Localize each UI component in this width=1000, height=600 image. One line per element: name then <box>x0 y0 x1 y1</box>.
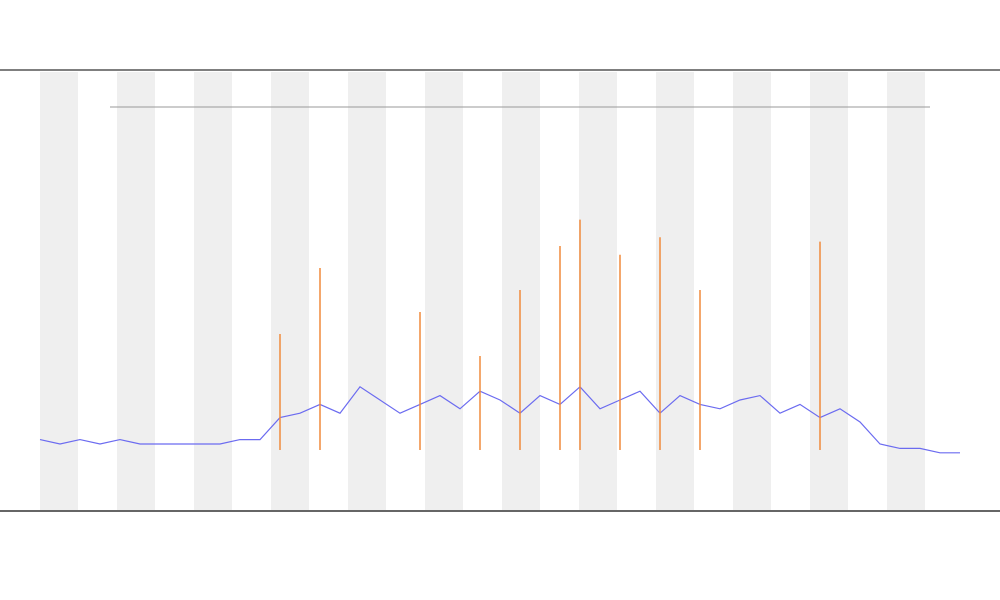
band <box>579 72 617 510</box>
band <box>733 72 771 510</box>
band <box>117 72 155 510</box>
band <box>194 72 232 510</box>
band <box>810 72 848 510</box>
band <box>348 72 386 510</box>
band <box>271 72 309 510</box>
background-bands <box>40 72 925 510</box>
band <box>887 72 925 510</box>
band <box>656 72 694 510</box>
band <box>502 72 540 510</box>
series-line <box>39 385 960 454</box>
band <box>425 72 463 510</box>
band <box>40 72 78 510</box>
